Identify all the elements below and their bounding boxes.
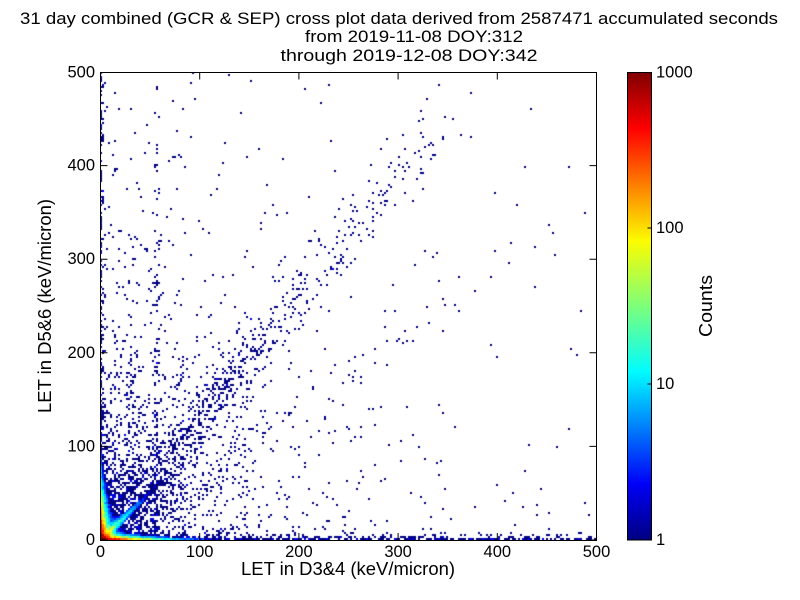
svg-text:0: 0 bbox=[86, 531, 95, 549]
svg-text:500: 500 bbox=[583, 543, 611, 561]
svg-text:500: 500 bbox=[67, 64, 95, 82]
svg-text:0: 0 bbox=[96, 543, 105, 561]
svg-text:31 day combined (GCR & SEP) cr: 31 day combined (GCR & SEP) cross plot d… bbox=[20, 9, 778, 28]
svg-text:1000: 1000 bbox=[656, 64, 693, 82]
svg-text:200: 200 bbox=[67, 344, 95, 362]
svg-text:100: 100 bbox=[67, 437, 95, 455]
svg-text:through 2019-12-08 DOY:342: through 2019-12-08 DOY:342 bbox=[281, 46, 538, 65]
svg-text:1: 1 bbox=[656, 531, 665, 549]
svg-text:300: 300 bbox=[67, 250, 95, 268]
svg-text:400: 400 bbox=[67, 157, 95, 175]
svg-text:10: 10 bbox=[656, 375, 674, 393]
svg-text:200: 200 bbox=[285, 543, 313, 561]
svg-text:Counts: Counts bbox=[695, 275, 716, 337]
svg-text:from 2019-11-08 DOY:312: from 2019-11-08 DOY:312 bbox=[305, 27, 523, 46]
svg-text:400: 400 bbox=[484, 543, 512, 561]
svg-text:LET in D5&6 (keV/micron): LET in D5&6 (keV/micron) bbox=[34, 199, 55, 413]
svg-text:300: 300 bbox=[384, 543, 412, 561]
svg-text:100: 100 bbox=[186, 543, 214, 561]
svg-text:LET in D3&4 (keV/micron): LET in D3&4 (keV/micron) bbox=[241, 558, 455, 579]
svg-text:100: 100 bbox=[656, 219, 684, 237]
